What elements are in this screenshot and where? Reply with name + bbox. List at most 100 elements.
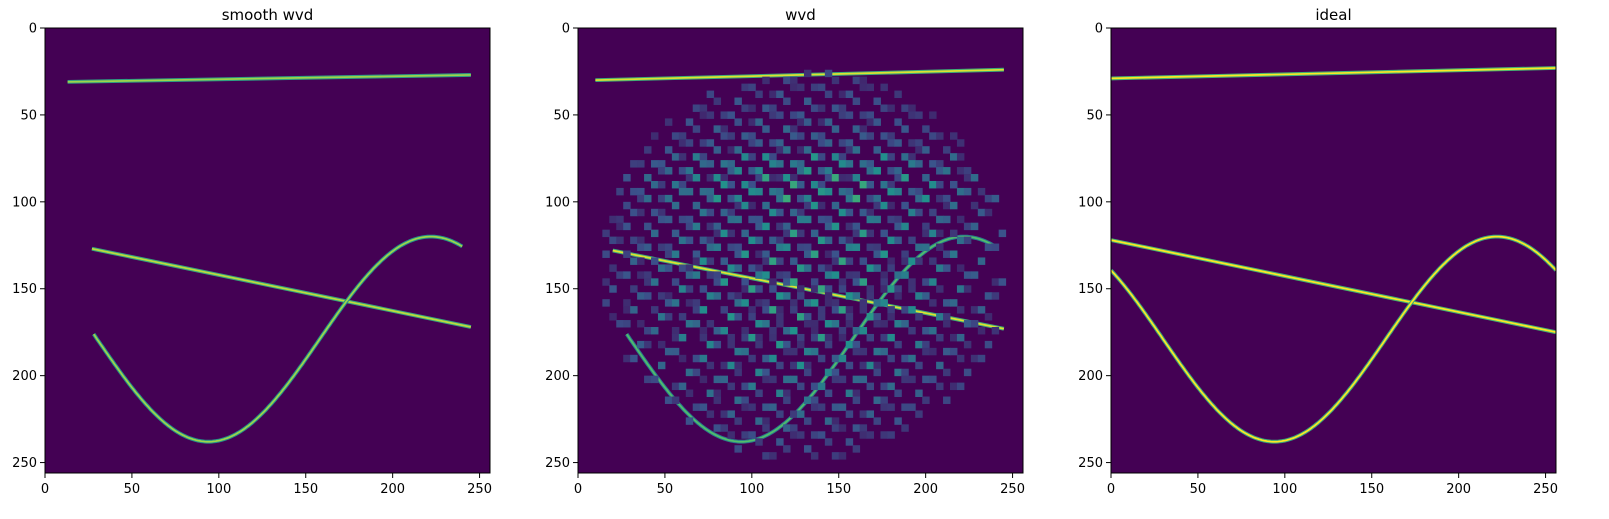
heatmap-cell (852, 125, 861, 133)
heatmap-cell (803, 445, 812, 453)
heatmap-cell (866, 382, 875, 391)
heatmap-cell (936, 167, 944, 175)
heatmap-cell (894, 139, 902, 147)
heatmap-cell (609, 215, 617, 224)
heatmap-cell (936, 361, 944, 370)
heatmap-cell (922, 292, 930, 300)
heatmap-cell (824, 215, 833, 224)
heatmap-cell (783, 375, 791, 384)
heatmap-cell (831, 250, 840, 258)
heatmap-cell (797, 361, 805, 370)
heatmap-cell (727, 264, 735, 272)
x-tick-label: 150 (293, 482, 318, 497)
heatmap-cell (929, 278, 937, 286)
heatmap-cell (692, 354, 701, 363)
heatmap-cell (803, 368, 812, 377)
heatmap-background (1111, 28, 1556, 473)
heatmap-cell (762, 299, 770, 307)
heatmap-cell (831, 417, 840, 425)
heatmap-cell (720, 180, 728, 189)
heatmap-cell (769, 160, 777, 168)
heatmap-cell (713, 194, 722, 203)
heatmap-cell (762, 76, 770, 85)
heatmap-cell (741, 396, 749, 404)
heatmap-cell (963, 285, 972, 293)
heatmap-cell (803, 215, 812, 224)
heatmap-cell (769, 236, 777, 245)
heatmap-cell (797, 215, 805, 224)
heatmap-cell (810, 299, 819, 307)
heatmap-cell (762, 417, 770, 425)
heatmap-cell (727, 410, 735, 418)
heatmap-cell (922, 278, 930, 286)
heatmap-cell (943, 146, 951, 154)
heatmap-cell (817, 104, 826, 112)
heatmap-cell (956, 236, 965, 245)
heatmap-cell (887, 132, 895, 140)
heatmap-cell (852, 340, 861, 349)
heatmap-cell (956, 354, 965, 363)
heatmap-cell (741, 299, 749, 307)
heatmap-cell (970, 174, 979, 182)
heatmap-cell (741, 382, 749, 391)
heatmap-cell (977, 354, 986, 363)
heatmap-cell (803, 361, 812, 370)
y-tick-label: 250 (545, 456, 570, 471)
heatmap-cell (817, 215, 826, 224)
heatmap-cell (797, 285, 805, 293)
heatmap-cell (755, 340, 763, 349)
heatmap-cell (748, 285, 756, 293)
heatmap-cell (859, 326, 868, 335)
heatmap-cell (908, 104, 916, 112)
heatmap-cell (824, 417, 833, 425)
heatmap-cell (845, 160, 854, 168)
heatmap-cell (803, 118, 812, 126)
heatmap-cell (692, 104, 701, 112)
heatmap-cell (859, 299, 868, 307)
heatmap-cell (790, 76, 798, 85)
heatmap-cell (644, 243, 652, 251)
heatmap-line (1111, 67, 1556, 80)
heatmap-cell (901, 424, 909, 432)
heatmap-cell (817, 403, 826, 411)
heatmap-cell (755, 187, 763, 196)
heatmap-cell (810, 250, 819, 258)
heatmap-cell (797, 333, 805, 342)
title-wvd: wvd (785, 6, 816, 24)
heatmap-cell (664, 215, 673, 224)
heatmap-cell (741, 326, 749, 335)
heatmap-cell (908, 236, 916, 245)
heatmap-cell (956, 306, 965, 314)
heatmap-cell (616, 215, 624, 224)
heatmap-cell (699, 257, 708, 265)
heatmap-cell (922, 146, 930, 154)
y-tick-label: 200 (545, 369, 570, 384)
heatmap-cell (790, 160, 798, 168)
heatmap-cell (922, 326, 930, 335)
heatmap-cell (755, 333, 763, 342)
heatmap-cell (692, 250, 701, 258)
heatmap-cell (949, 153, 958, 161)
heatmap-cell (734, 146, 742, 154)
heatmap-cell (831, 76, 840, 85)
heatmap-cell (644, 194, 652, 203)
heatmap-cell (755, 90, 763, 99)
heatmap-cell (623, 306, 631, 314)
heatmap-cell (908, 375, 916, 384)
heatmap-cell (769, 111, 777, 119)
heatmap-cell (963, 340, 972, 349)
heatmap-cell (678, 153, 687, 161)
heatmap-cell (790, 257, 798, 265)
heatmap-cell (734, 368, 742, 377)
heatmap-cell (783, 146, 791, 154)
x-tick-label: 50 (657, 482, 674, 497)
heatmap-cell (734, 445, 742, 453)
heatmap-cell (769, 452, 777, 460)
heatmap-cell (651, 229, 659, 238)
heatmap-cell (678, 236, 687, 245)
heatmap-cell (845, 438, 854, 446)
heatmap-cell (720, 375, 728, 384)
x-tick-label: 100 (1272, 482, 1297, 497)
heatmap-cell (845, 306, 854, 314)
heatmap-cell (915, 340, 923, 349)
